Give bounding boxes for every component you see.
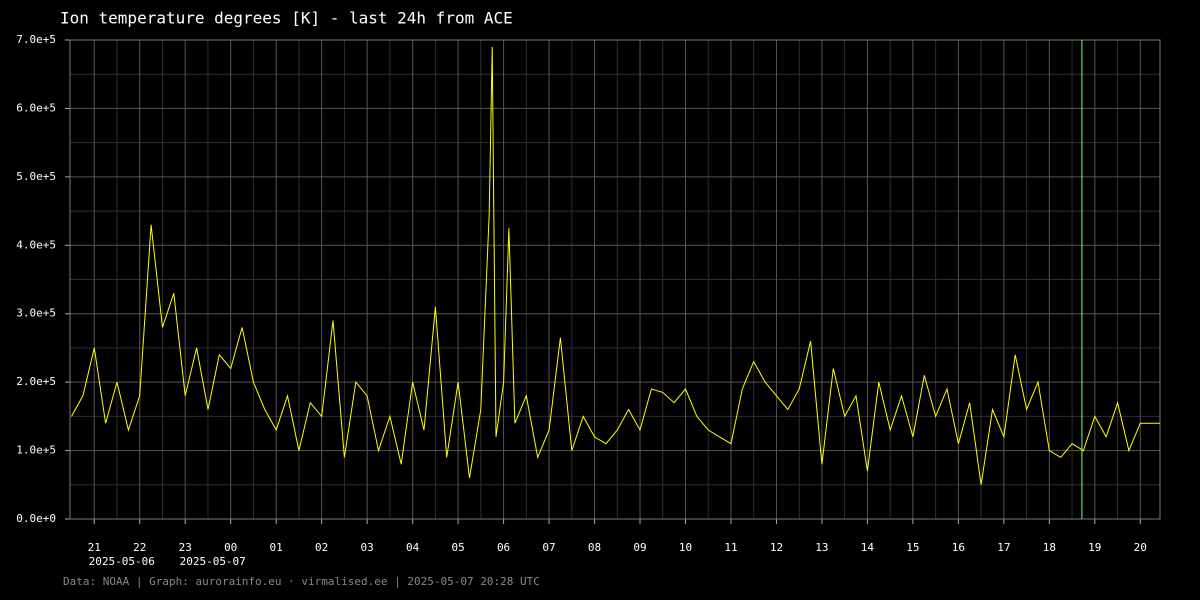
x-tick-label: 14 [861,541,875,554]
plot-frame [69,39,1161,520]
x-tick-label: 11 [724,541,737,554]
x-tick-label: 16 [952,541,965,554]
x-tick-label: 21 [88,541,101,554]
x-tick-label: 03 [361,541,374,554]
y-tick-label: 1.0e+5 [16,444,56,457]
x-tick-label: 17 [997,541,1010,554]
y-tick-label: 6.0e+5 [16,101,56,114]
x-tick-label: 15 [906,541,919,554]
y-tick-label: 0.0e+0 [16,512,56,525]
date-label: 2025-05-07 [180,555,246,568]
x-tick-label: 06 [497,541,510,554]
y-tick-label: 3.0e+5 [16,307,56,320]
x-tick-label: 02 [315,541,328,554]
x-tick-label: 00 [224,541,237,554]
x-tick-label: 04 [406,541,420,554]
x-tick-label: 09 [633,541,646,554]
x-tick-label: 05 [451,541,464,554]
x-tick-label: 22 [133,541,146,554]
data-line [71,46,1160,485]
chart-title: Ion temperature degrees [K] - last 24h f… [60,9,513,28]
x-tick-label: 18 [1043,541,1056,554]
x-tick-label: 13 [815,541,828,554]
x-tick-label: 23 [179,541,192,554]
x-tick-label: 10 [679,541,692,554]
y-tick-label: 2.0e+5 [16,375,56,388]
x-tick-label: 19 [1088,541,1101,554]
y-tick-label: 4.0e+5 [16,238,56,251]
x-tick-label: 08 [588,541,601,554]
x-tick-label: 12 [770,541,783,554]
footer: Data: NOAA | Graph: aurorainfo.eu · virm… [63,575,540,588]
date-label: 2025-05-06 [89,555,155,568]
x-tick-label: 01 [270,541,283,554]
y-tick-label: 7.0e+5 [16,33,56,46]
x-tick-label: 07 [542,541,555,554]
y-tick-label: 5.0e+5 [16,170,56,183]
x-tick-label: 20 [1134,541,1147,554]
